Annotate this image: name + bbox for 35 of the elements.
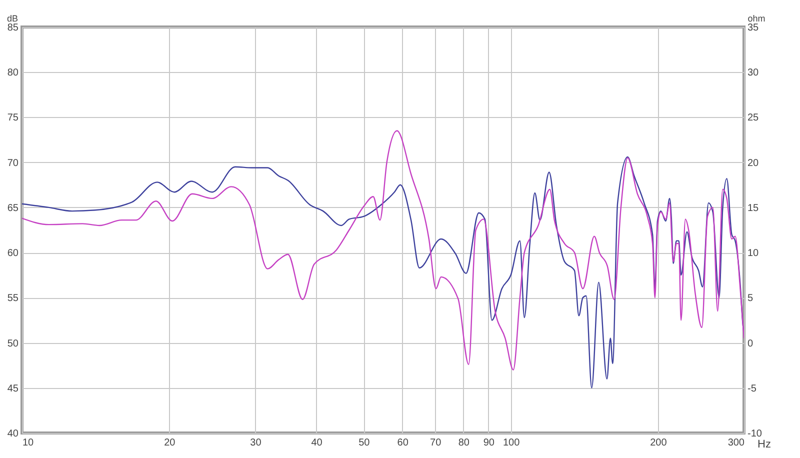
x-tick-label: 10 xyxy=(22,438,34,448)
x-tick-label: 70 xyxy=(430,438,442,448)
x-tick-label: 30 xyxy=(250,438,262,448)
x-tick-label: 200 xyxy=(650,438,668,448)
y-tick-label: 60 xyxy=(7,248,19,260)
x-tick-label: 40 xyxy=(311,438,323,448)
y2-tick-label: 20 xyxy=(748,158,760,169)
y2-tick-label: 25 xyxy=(748,112,760,124)
x-tick-label: 300 xyxy=(728,438,745,448)
x-tick-label: 50 xyxy=(358,438,370,448)
y2-tick-label: 15 xyxy=(748,202,760,214)
y-tick-label: 50 xyxy=(7,338,19,350)
y-tick-label: 85 xyxy=(7,22,19,34)
y-axis-title: dB xyxy=(6,14,18,24)
y-tick-label: 70 xyxy=(7,158,19,169)
y2-tick-label: 5 xyxy=(748,293,754,304)
x-axis-title: Hz xyxy=(758,438,771,450)
x-tick-label: 90 xyxy=(483,438,495,448)
x-tick-label: 20 xyxy=(164,438,176,448)
y-tick-label: 80 xyxy=(7,68,19,79)
y2-tick-label: -10 xyxy=(748,428,762,440)
y-tick-label: 40 xyxy=(7,428,19,440)
x-tick-label: 80 xyxy=(458,438,470,448)
y2-tick-label: 35 xyxy=(748,22,760,34)
y2-tick-label: -5 xyxy=(748,383,757,394)
y-tick-label: 65 xyxy=(7,202,19,214)
y2-axis-title: ohm xyxy=(748,14,766,24)
x-tick-label: 100 xyxy=(502,438,520,448)
y2-tick-label: 30 xyxy=(748,68,760,79)
y2-tick-label: 10 xyxy=(748,248,760,260)
y2-tick-label: 0 xyxy=(748,338,754,350)
x-tick-label: 60 xyxy=(397,438,409,448)
y-tick-label: 55 xyxy=(7,293,19,304)
y-tick-label: 45 xyxy=(7,383,19,394)
y-tick-label: 75 xyxy=(7,112,19,124)
